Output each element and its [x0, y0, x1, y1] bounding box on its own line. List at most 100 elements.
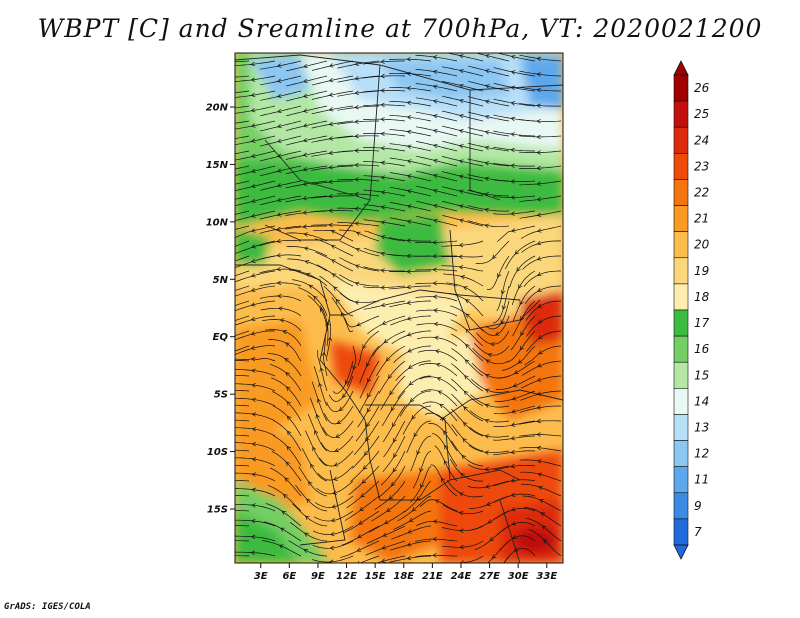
streamline — [337, 135, 380, 139]
streamline-arrow — [354, 76, 360, 81]
streamline-arrow — [357, 534, 362, 539]
streamline — [419, 499, 458, 512]
streamline — [311, 135, 354, 143]
streamline — [235, 75, 250, 78]
streamline — [235, 195, 276, 207]
streamline — [357, 390, 380, 428]
streamline-arrow — [352, 365, 357, 370]
streamline-arrow — [328, 150, 334, 156]
streamline — [442, 156, 484, 167]
streamline — [309, 397, 328, 437]
streamline-arrow — [276, 138, 282, 144]
colorbar-swatch — [673, 361, 689, 389]
streamline-arrow — [484, 418, 490, 423]
streamline-arrow — [250, 183, 256, 189]
streamline-arrow — [510, 116, 516, 122]
streamline-arrow — [226, 306, 230, 310]
streamline-arrow — [250, 228, 256, 233]
lat-tick-label: 15S — [207, 505, 228, 516]
streamline-arrow — [250, 518, 256, 524]
streamline — [519, 119, 562, 122]
streamline-arrow — [276, 78, 282, 83]
streamline — [519, 447, 562, 452]
streamline — [415, 111, 458, 122]
streamline — [286, 120, 328, 131]
streamline — [397, 375, 432, 399]
streamline-arrow — [512, 534, 517, 540]
lon-tick-label: 30E — [508, 571, 529, 582]
streamline — [337, 75, 380, 83]
streamline-arrow — [497, 273, 502, 278]
streamline-arrow — [536, 119, 541, 124]
streamline-arrow — [461, 454, 467, 460]
streamline-arrow — [458, 159, 464, 164]
streamline-arrow — [354, 133, 359, 139]
streamline — [267, 485, 302, 512]
streamline-arrow — [511, 521, 517, 526]
streamline-arrow — [225, 478, 229, 482]
streamline-arrow — [308, 284, 314, 289]
streamline-arrow — [276, 183, 282, 188]
streamline-arrow — [286, 401, 292, 406]
streamline-arrow — [250, 287, 256, 293]
streamline — [323, 286, 354, 317]
streamline-arrow — [313, 295, 318, 301]
streamline-arrow — [225, 524, 229, 528]
streamline — [235, 374, 250, 377]
colorbar-label: 16 — [694, 342, 710, 356]
streamline-arrow — [250, 345, 256, 350]
streamline-arrow — [302, 152, 308, 157]
streamline-arrow — [302, 108, 308, 113]
streamline-arrow — [331, 504, 336, 509]
streamline-arrow — [251, 487, 256, 493]
streamline — [235, 397, 276, 407]
colorbar-swatch — [673, 153, 689, 180]
streamline-arrow — [328, 92, 334, 97]
streamline — [418, 363, 458, 377]
streamline — [355, 405, 380, 442]
streamline-arrow — [250, 273, 256, 278]
streamline — [525, 300, 562, 321]
streamline-arrow — [360, 493, 366, 498]
streamline-arrow — [501, 305, 507, 311]
streamline-arrow — [406, 129, 412, 135]
streamline-arrow — [276, 123, 282, 129]
streamline-arrow — [463, 406, 468, 411]
streamline — [526, 315, 562, 337]
streamline — [288, 540, 328, 557]
streamline — [363, 118, 406, 122]
streamline-arrow — [392, 467, 397, 473]
streamline — [366, 525, 406, 544]
streamline — [442, 140, 484, 152]
streamline-arrow — [465, 313, 471, 318]
streamline — [259, 268, 302, 274]
streamline — [346, 345, 357, 387]
streamline — [499, 535, 536, 551]
streamline — [235, 404, 250, 407]
streamline — [352, 435, 380, 469]
streamline-arrow — [276, 253, 281, 258]
streamline — [523, 506, 562, 527]
streamline — [451, 408, 484, 437]
streamline-arrow — [354, 148, 359, 153]
streamline-arrow — [420, 483, 425, 489]
streamline-arrow — [444, 444, 449, 450]
streamline — [528, 528, 562, 557]
streamline-arrow — [510, 70, 516, 75]
streamline-arrow — [458, 254, 463, 259]
streamline — [442, 540, 484, 548]
streamline — [271, 377, 302, 407]
streamline — [339, 292, 380, 304]
streamline-arrow — [500, 319, 505, 325]
streamline-arrow — [380, 160, 386, 166]
streamline — [235, 105, 250, 109]
streamline-arrow — [393, 437, 397, 443]
streamline — [235, 449, 250, 452]
map-field — [225, 53, 563, 563]
streamline — [326, 390, 354, 412]
colorbar-label: 14 — [694, 394, 709, 408]
streamline — [389, 86, 432, 92]
streamline-arrow — [225, 153, 229, 157]
streamline — [235, 330, 276, 341]
streamline — [451, 363, 484, 392]
